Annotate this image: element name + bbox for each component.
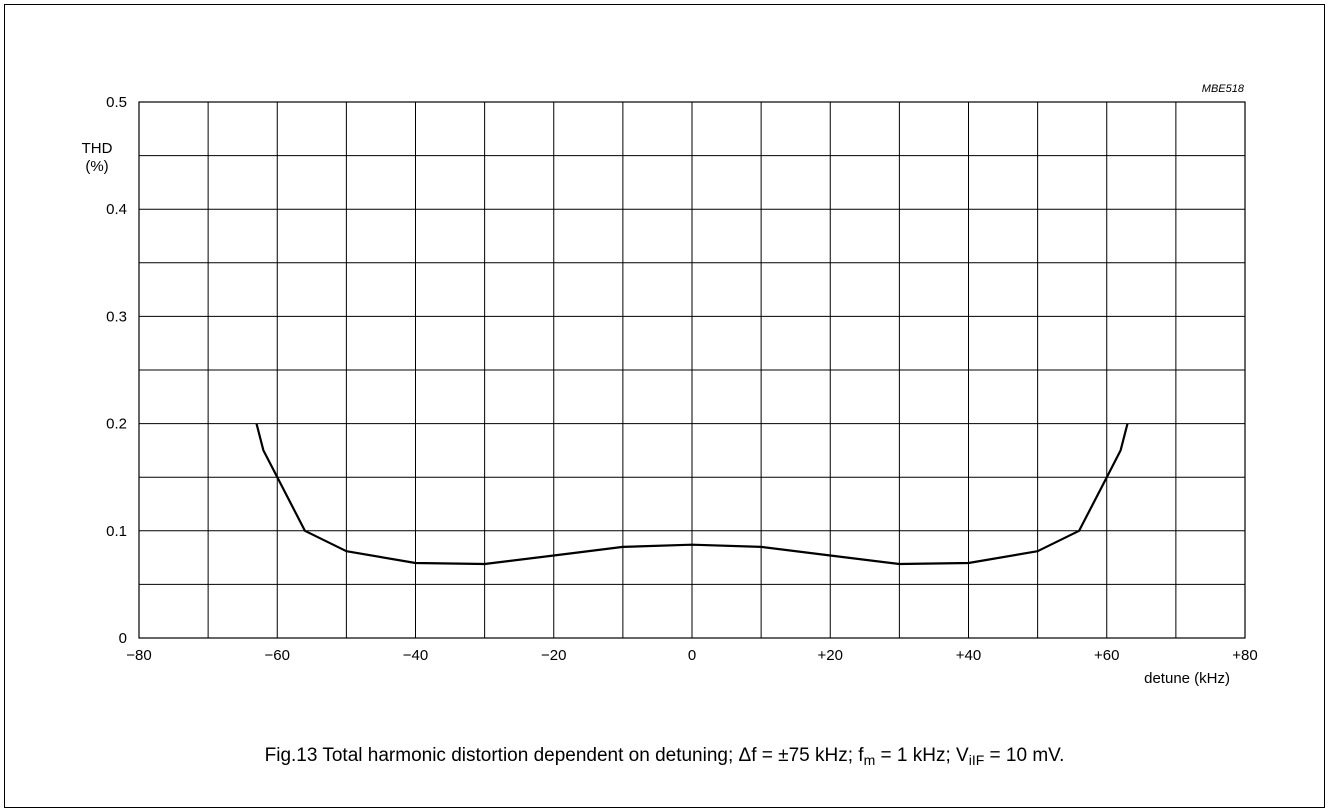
x-axis-label: detune (kHz)	[1144, 670, 1230, 687]
x-tick-label: 0	[688, 647, 696, 664]
caption-fm-sub: m	[863, 752, 876, 768]
x-tick-labels: −80 −60 −40 −20 0 +20 +40 +60 +80	[126, 647, 1257, 664]
figure-frame	[4, 4, 1325, 808]
caption-delta-f: Δf = ±75 kHz; f	[738, 745, 864, 766]
y-tick-label: 0.2	[106, 416, 127, 433]
y-axis-unit: (%)	[85, 158, 108, 175]
x-tick-label: −60	[265, 647, 290, 664]
x-tick-label: +40	[956, 647, 981, 664]
x-tick-label: −20	[541, 647, 566, 664]
plot-border	[138, 101, 1246, 639]
thd-curve	[255, 423, 1129, 566]
x-tick-label: +60	[1094, 647, 1119, 664]
y-tick-labels: 0 0.1 0.2 0.3 0.4 0.5	[106, 94, 127, 647]
caption-vif-value: = 10 mV.	[984, 745, 1065, 766]
y-tick-label: 0.3	[106, 308, 127, 325]
x-tick-label: −80	[126, 647, 151, 664]
caption-vif-sub: iIF	[968, 752, 985, 768]
y-tick-label: 0.5	[106, 94, 127, 111]
x-tick-label: +20	[818, 647, 843, 664]
figure-code: MBE518	[1202, 83, 1245, 95]
caption-prefix: Fig.13 Total harmonic distortion depende…	[264, 745, 739, 766]
x-tick-label: +80	[1232, 647, 1257, 664]
y-axis-label: THD	[82, 140, 113, 157]
y-tick-label: 0.1	[106, 523, 127, 540]
y-tick-label: 0	[119, 630, 127, 647]
grid	[138, 101, 1246, 639]
y-tick-label: 0.4	[106, 201, 127, 218]
caption-fm-value: = 1 kHz; V	[875, 745, 969, 766]
figure-caption: Fig.13 Total harmonic distortion depende…	[0, 745, 1329, 767]
x-tick-label: −40	[403, 647, 428, 664]
